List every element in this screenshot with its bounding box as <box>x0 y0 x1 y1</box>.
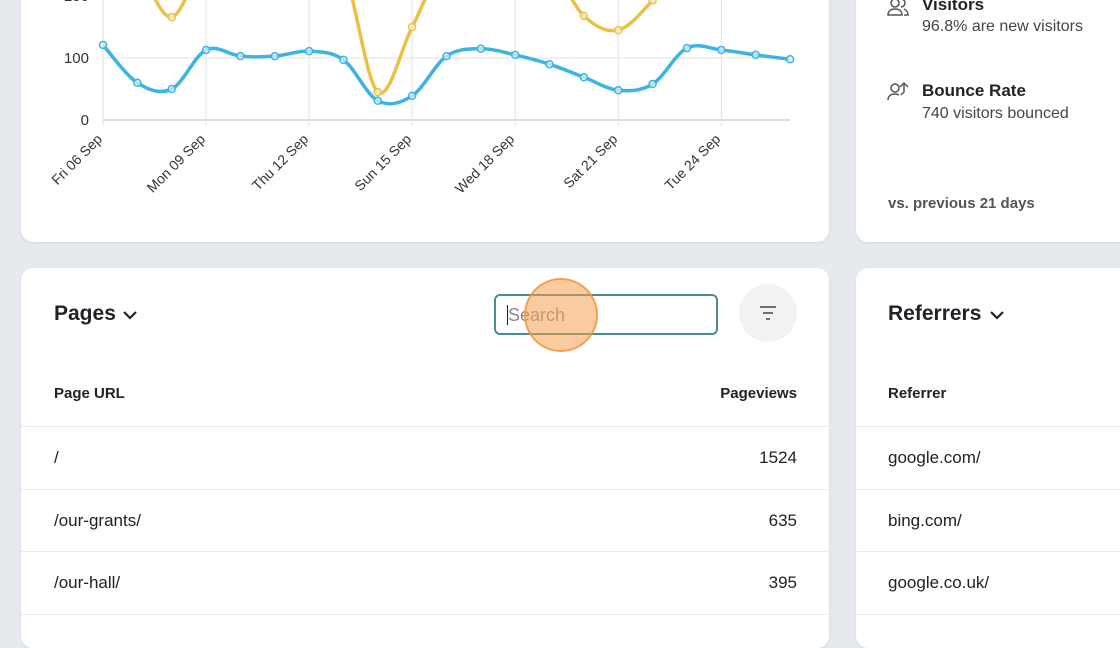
pages-card: Pages Search Page URL Pageviews /1524/ou… <box>21 268 829 648</box>
referrer: google.com/ <box>888 448 981 467</box>
data-point <box>407 22 417 32</box>
data-point <box>98 40 108 50</box>
data-point <box>201 45 211 55</box>
chart: 0 100 200 Fri 06 Sep Mon 09 Sep Thu 12 Sep Sun… <box>48 0 795 197</box>
data-point <box>407 91 417 101</box>
stat-detail: 740 visitors bounced <box>922 105 1069 122</box>
stat-label: Bounce Rate <box>922 81 1026 100</box>
page: 0 100 200 Fri 06 Sep Mon 09 Sep Thu 12 Sep Sun… <box>21 0 1120 648</box>
data-point <box>133 78 142 88</box>
dropdown-icon[interactable] <box>988 306 1006 324</box>
referrer: google.co.uk/ <box>888 573 990 592</box>
card-title[interactable]: Referrers <box>888 302 982 325</box>
stats-card: Visitors 96.8% are new visitors Bounce R… <box>856 0 1120 242</box>
referrers-card: Referrers Referrer google.com/bing.com/g… <box>856 268 1120 648</box>
y-tick-label: 0 <box>81 112 89 129</box>
row-divider <box>21 551 829 552</box>
column-header: Pageviews <box>720 385 797 402</box>
dropdown-icon[interactable] <box>121 306 139 324</box>
visitors-icon <box>887 0 909 16</box>
data-point <box>476 44 486 53</box>
pageviews: 395 <box>768 573 797 592</box>
x-tick-label: Mon 09 Sep <box>143 131 208 196</box>
data-point <box>648 79 657 89</box>
click-indicator <box>524 278 598 352</box>
row-divider <box>21 488 829 490</box>
row-divider <box>856 488 1120 490</box>
data-point <box>614 25 623 35</box>
data-point <box>339 55 348 65</box>
column-header: Referrer <box>888 385 947 402</box>
filter-button[interactable] <box>739 284 797 342</box>
data-point <box>614 85 623 95</box>
bounce-icon <box>887 81 909 101</box>
data-point <box>579 72 589 82</box>
data-point <box>167 12 176 22</box>
page-url: / <box>54 448 59 467</box>
data-point <box>682 43 692 53</box>
referrer: bing.com/ <box>888 510 962 530</box>
stat-label: Visitors <box>922 0 985 14</box>
data-point <box>167 84 176 94</box>
data-point <box>717 45 726 55</box>
pageviews: 635 <box>768 510 797 530</box>
x-tick-label: Wed 18 Sep <box>452 131 518 197</box>
row-divider <box>856 551 1120 552</box>
x-tick-label: Tue 24 Sep <box>661 131 723 193</box>
data-point <box>510 50 520 60</box>
data-point <box>648 0 657 5</box>
data-point <box>373 96 383 106</box>
x-tick-label: Fri 06 Sep <box>48 131 105 188</box>
row-divider <box>21 426 829 427</box>
data-point <box>579 11 589 21</box>
data-point <box>751 50 760 60</box>
row-divider <box>856 426 1120 427</box>
page-url: /our-grants/ <box>54 510 141 530</box>
y-tick-label: 200 <box>64 0 89 5</box>
row-divider <box>856 613 1120 615</box>
y-tick-label: 100 <box>64 50 89 67</box>
chart-card <box>21 0 829 242</box>
data-point <box>236 51 245 61</box>
data-point <box>304 46 314 56</box>
data-point <box>545 59 554 69</box>
comparison-note: vs. previous 21 days <box>888 195 1035 212</box>
page-url: /our-hall/ <box>54 573 121 592</box>
data-point <box>373 87 383 97</box>
data-point <box>270 51 279 61</box>
filter-icon <box>760 306 776 320</box>
stat-detail: 96.8% are new visitors <box>922 18 1083 35</box>
row-divider <box>21 613 829 615</box>
data-point <box>442 51 451 61</box>
x-tick-label: Sun 15 Sep <box>351 131 414 194</box>
x-tick-label: Sat 21 Sep <box>560 131 620 191</box>
data-point <box>785 54 795 64</box>
x-tick-label: Thu 12 Sep <box>249 131 312 194</box>
card-title[interactable]: Pages <box>54 302 116 325</box>
column-header: Page URL <box>54 385 125 402</box>
text-cursor <box>507 305 508 325</box>
pageviews: 1524 <box>759 448 797 467</box>
